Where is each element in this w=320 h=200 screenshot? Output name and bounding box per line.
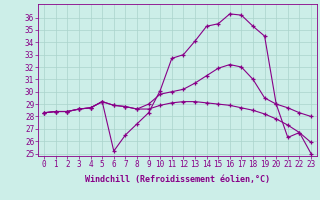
X-axis label: Windchill (Refroidissement éolien,°C): Windchill (Refroidissement éolien,°C) — [85, 175, 270, 184]
